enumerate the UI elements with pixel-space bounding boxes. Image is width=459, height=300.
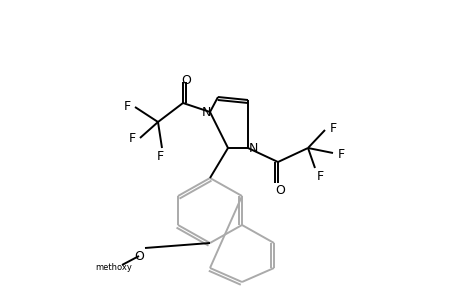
Text: F: F	[316, 169, 323, 182]
Text: F: F	[128, 133, 135, 146]
Text: F: F	[337, 148, 344, 160]
Text: F: F	[123, 100, 130, 112]
Text: F: F	[156, 151, 163, 164]
Text: methoxy: methoxy	[95, 263, 132, 272]
Text: O: O	[274, 184, 284, 197]
Text: N: N	[248, 142, 257, 155]
Text: F: F	[329, 122, 336, 134]
Text: O: O	[181, 74, 190, 86]
Text: N: N	[201, 106, 210, 118]
Text: O: O	[134, 250, 144, 262]
